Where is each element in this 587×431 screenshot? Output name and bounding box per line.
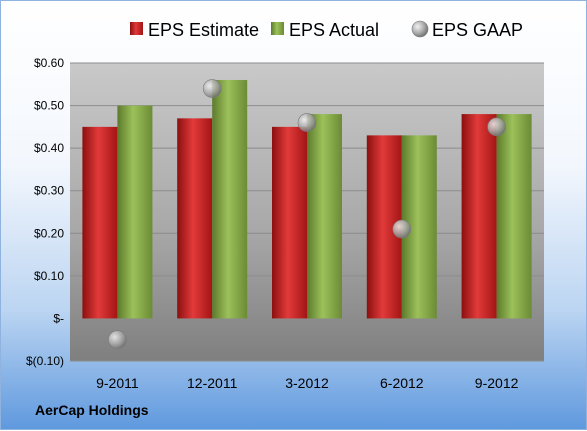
eps-gaap-marker <box>202 79 222 98</box>
x-tick-label: 9-2011 <box>96 375 139 391</box>
eps-actual-bar <box>117 105 153 319</box>
eps-gaap-marker <box>392 219 412 239</box>
y-tick-label: $0.20 <box>34 226 64 240</box>
legend-swatch <box>271 22 284 35</box>
y-tick-label: $0.10 <box>34 269 64 283</box>
legend-label: EPS GAAP <box>432 20 523 40</box>
eps-estimate-bar <box>272 126 307 319</box>
legend-label: EPS Actual <box>289 20 379 40</box>
y-tick-label: $0.40 <box>34 141 64 155</box>
x-axis-ticks: 9-2011 12-2011 3-2012 6-2012 9-2012 <box>96 375 518 391</box>
eps-gaap-marker <box>487 117 506 137</box>
y-axis-ticks: $(0.10) $- $0.10 $0.20 $0.30 $0.40 $0.50 $0.60 <box>26 56 64 368</box>
bars <box>82 80 532 319</box>
company-name: AerCap Holdings <box>35 402 149 418</box>
eps-gaap-marker <box>297 113 317 132</box>
y-tick-label: $- <box>53 311 64 325</box>
eps-actual-bar <box>212 80 248 319</box>
legend-swatch <box>130 22 143 35</box>
legend-swatch <box>411 20 429 38</box>
eps-actual-bar <box>496 114 532 319</box>
eps-estimate-bar <box>177 118 213 319</box>
legend: EPS Estimate EPS Actual EPS GAAP <box>130 20 523 40</box>
y-tick-label: $(0.10) <box>26 354 64 368</box>
eps-estimate-bar <box>82 126 118 319</box>
legend-label: EPS Estimate <box>148 20 259 40</box>
x-tick-label: 9-2012 <box>475 375 519 391</box>
x-tick-label: 6-2012 <box>380 375 424 391</box>
eps-actual-bar <box>307 114 342 319</box>
gaap-markers <box>108 79 506 350</box>
eps-estimate-bar <box>461 114 497 319</box>
eps-gaap-marker <box>108 330 127 350</box>
y-tick-label: $0.50 <box>34 99 64 113</box>
y-tick-label: $0.30 <box>34 184 64 198</box>
x-tick-label: 3-2012 <box>285 375 329 391</box>
y-tick-label: $0.60 <box>34 56 64 70</box>
x-tick-label: 12-2011 <box>187 375 238 391</box>
